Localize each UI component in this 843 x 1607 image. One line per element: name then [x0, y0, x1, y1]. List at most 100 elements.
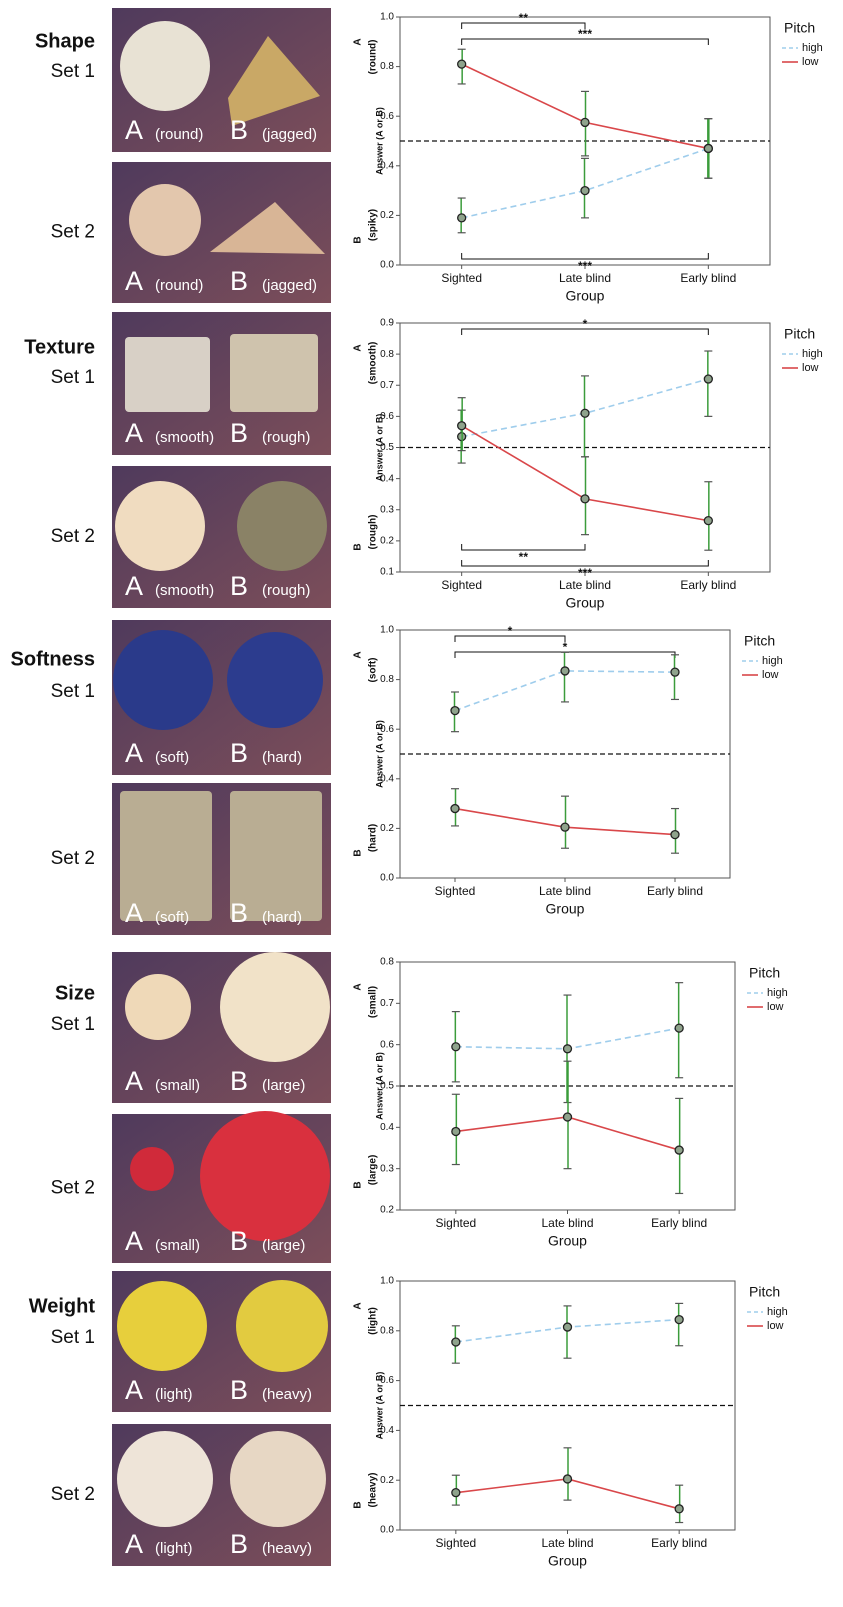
- data-point: [675, 1316, 683, 1324]
- y-axis-title: Answer (A or B): [374, 107, 384, 175]
- legend-label: low: [762, 669, 779, 681]
- photo-note: (large): [262, 1237, 305, 1254]
- photo-note: (light): [155, 1540, 193, 1557]
- answer-label: A: [353, 344, 364, 351]
- answer-label: (soft): [368, 658, 379, 683]
- photo-note: (soft): [155, 749, 189, 766]
- data-point: [451, 707, 459, 715]
- data-point: [581, 187, 589, 195]
- legend-label: low: [802, 362, 819, 374]
- data-point: [564, 1113, 572, 1121]
- object: [125, 337, 210, 412]
- object: [227, 632, 323, 728]
- y-tick-label: 0.9: [380, 318, 394, 329]
- significance-bracket: [462, 560, 709, 566]
- x-axis-title: Group: [566, 288, 605, 304]
- data-point: [581, 409, 589, 417]
- x-tick-label: Early blind: [680, 578, 736, 592]
- y-tick-label: 0.1: [380, 567, 394, 578]
- photo-label: A: [125, 115, 143, 145]
- category-title: Texture: [24, 336, 95, 358]
- photo-note: (soft): [155, 909, 189, 926]
- significance-label: ***: [578, 259, 592, 273]
- object: [230, 334, 318, 412]
- data-point: [704, 144, 712, 152]
- legend-label: high: [762, 655, 783, 667]
- object: [115, 481, 205, 571]
- data-point: [671, 831, 679, 839]
- photo-note: (light): [155, 1386, 193, 1403]
- photo-label: A: [125, 266, 143, 296]
- answer-label: A: [353, 651, 364, 658]
- photo-label: B: [230, 1375, 248, 1405]
- photo-note: (rough): [262, 429, 310, 446]
- y-tick-label: 0.2: [380, 210, 394, 221]
- x-tick-label: Early blind: [680, 271, 736, 285]
- significance-label: **: [519, 550, 529, 564]
- y-tick-label: 0.0: [380, 873, 394, 884]
- x-tick-label: Sighted: [441, 271, 482, 285]
- answer-label: B: [353, 236, 364, 243]
- data-point: [704, 517, 712, 525]
- significance-bracket: [462, 544, 585, 550]
- photo-label: A: [125, 571, 143, 601]
- y-tick-label: 0.6: [380, 1039, 394, 1050]
- photo-label: A: [125, 1226, 143, 1256]
- set-label: Set 2: [51, 1484, 95, 1505]
- answer-label: A: [353, 38, 364, 45]
- data-point: [458, 214, 466, 222]
- y-tick-label: 0.8: [380, 957, 394, 968]
- y-tick-label: 0.7: [380, 380, 394, 391]
- y-tick-label: 0.0: [380, 260, 394, 271]
- legend-title: Pitch: [749, 965, 780, 981]
- answer-label: (large): [368, 1155, 379, 1186]
- photo-label: A: [125, 738, 143, 768]
- photo-note: (jagged): [262, 277, 317, 294]
- significance-label: ***: [578, 566, 592, 580]
- answer-label: A: [353, 983, 364, 990]
- object: [120, 21, 210, 111]
- object: [125, 974, 191, 1040]
- x-axis-title: Group: [548, 1553, 587, 1569]
- x-tick-label: Sighted: [441, 578, 482, 592]
- data-point: [452, 1043, 460, 1051]
- legend-label: high: [802, 348, 823, 360]
- answer-label: (light): [368, 1307, 379, 1335]
- y-tick-label: 0.2: [380, 1205, 394, 1216]
- set-label: Set 1: [51, 1327, 95, 1348]
- object: [237, 481, 327, 571]
- legend-title: Pitch: [784, 326, 815, 342]
- set-label: Set 2: [51, 526, 95, 547]
- answer-label: (round): [368, 40, 379, 75]
- x-tick-label: Sighted: [435, 1216, 476, 1230]
- y-tick-label: 0.0: [380, 1525, 394, 1536]
- photo-note: (heavy): [262, 1386, 312, 1403]
- y-tick-label: 0.8: [380, 349, 394, 360]
- photo-note: (round): [155, 126, 203, 143]
- photo-label: A: [125, 418, 143, 448]
- y-tick-label: 0.8: [380, 61, 394, 72]
- data-point: [451, 805, 459, 813]
- answer-label: (spiky): [368, 209, 379, 241]
- category-title: Weight: [29, 1295, 96, 1317]
- photo-note: (hard): [262, 909, 302, 926]
- photo-note: (smooth): [155, 582, 214, 599]
- answer-label: (heavy): [368, 1472, 379, 1507]
- answer-label: (rough): [368, 515, 379, 550]
- x-axis-title: Group: [566, 595, 605, 611]
- data-point: [564, 1045, 572, 1053]
- photo-label: B: [230, 571, 248, 601]
- object: [200, 1111, 330, 1241]
- photo-note: (small): [155, 1237, 200, 1254]
- y-tick-label: 0.3: [380, 1163, 394, 1174]
- object: [230, 1431, 326, 1527]
- photo-label: A: [125, 1066, 143, 1096]
- category-title: Size: [55, 982, 95, 1004]
- data-point: [581, 495, 589, 503]
- legend-label: low: [767, 1001, 784, 1013]
- photo-label: A: [125, 1529, 143, 1559]
- photo-note: (round): [155, 277, 203, 294]
- object: [129, 184, 201, 256]
- photo-note: (rough): [262, 582, 310, 599]
- data-point: [458, 422, 466, 430]
